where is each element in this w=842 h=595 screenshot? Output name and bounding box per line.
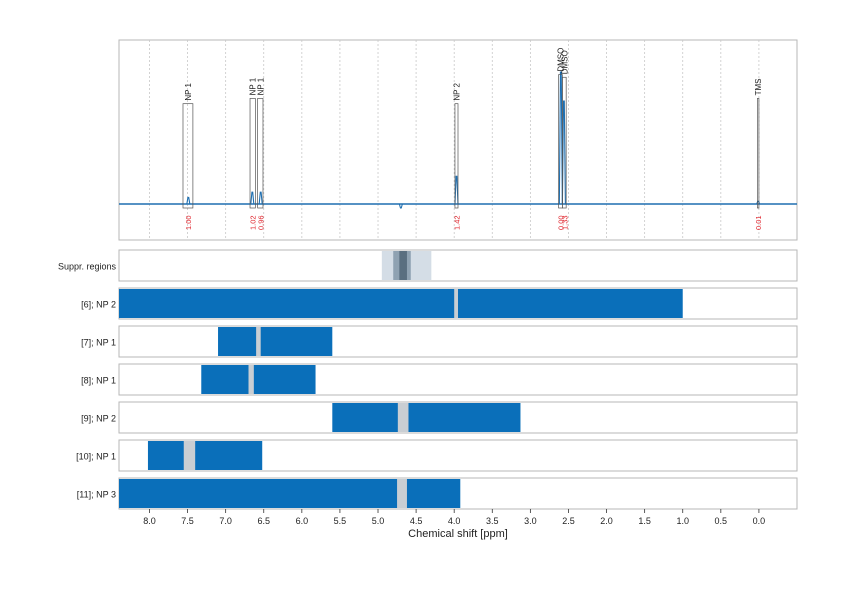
peak-annotation-box — [757, 98, 760, 209]
peak-annotation-box — [249, 98, 256, 209]
integration-bar — [147, 441, 263, 470]
integration-gap — [183, 441, 196, 470]
spectrum-peak — [398, 203, 403, 209]
peak-annotation-box — [562, 76, 567, 209]
integration-gap — [248, 365, 254, 394]
x-tick-label: 2.5 — [562, 516, 575, 526]
spectrum-panel: NP 1 1.00 NP 1 1.02 NP 1 0.96 NP 2 1.42 DMSO 0.00… — [118, 39, 798, 241]
integral-value: 1.33 — [560, 215, 569, 230]
x-tick-label: 0.0 — [753, 516, 766, 526]
peak-annotation-box — [182, 103, 194, 209]
integral-value: 1.42 — [452, 215, 461, 230]
integration-bar — [119, 479, 461, 508]
suppression-row-frame — [118, 249, 798, 282]
x-tick-label: 7.5 — [181, 516, 194, 526]
x-tick-label: 3.5 — [486, 516, 499, 526]
spectrum-peak — [561, 100, 566, 205]
integration-gap — [397, 479, 407, 508]
x-axis: 8.0 7.5 7.0 6.5 6.0 5.5 5.0 4.5 4.0 3.5 3.0 2.5 2.0 1… — [143, 509, 765, 526]
x-tick-label: 6.0 — [296, 516, 309, 526]
peak-annotation-label: TMS — [754, 79, 763, 96]
peak-annotation-label: NP 1 — [184, 82, 193, 100]
integration-row-label: [8]; NP 1 — [81, 376, 116, 386]
suppression-region — [399, 251, 407, 280]
peak-annotation-label: NP 1 — [249, 77, 258, 95]
spectrum-peak — [558, 71, 563, 205]
x-axis-label: Chemical shift [ppm] — [408, 528, 508, 540]
spectrum-peak — [250, 191, 255, 205]
integral-value: 1.00 — [184, 215, 193, 230]
integration-row-label: [6]; NP 2 — [81, 300, 116, 310]
integral-value: 0.96 — [256, 215, 265, 230]
peak-annotation-label: NP 2 — [452, 82, 461, 100]
integration-row-label: [11]; NP 3 — [77, 490, 116, 500]
integration-row-label: [7]; NP 1 — [81, 338, 116, 348]
suppression-row-label: Suppr. regions — [58, 262, 117, 272]
integration-row-label: [9]; NP 2 — [81, 414, 116, 424]
integral-value: 0.00 — [556, 215, 565, 230]
x-tick-label: 5.5 — [334, 516, 347, 526]
x-tick-label: 4.5 — [410, 516, 423, 526]
integration-gap — [256, 327, 261, 356]
integration-gap — [397, 403, 409, 432]
peak-annotation-label: DMSO — [560, 50, 569, 74]
x-tick-label: 6.5 — [257, 516, 270, 526]
integration-gap — [454, 289, 458, 318]
integral-value: 1.02 — [249, 215, 258, 230]
integration-bar — [201, 365, 316, 394]
x-tick-label: 5.0 — [372, 516, 385, 526]
x-tick-label: 1.0 — [676, 516, 689, 526]
integration-bar — [332, 403, 521, 432]
peak-annotation-label: DMSO — [556, 48, 565, 72]
peak-annotation-label: NP 1 — [256, 77, 265, 95]
peak-annotation-box — [454, 103, 459, 209]
x-tick-label: 1.5 — [638, 516, 651, 526]
x-tick-label: 3.0 — [524, 516, 537, 526]
x-tick-label: 7.0 — [219, 516, 232, 526]
integration-bar — [218, 327, 333, 356]
band-panels: Suppr. regions [6]; NP 2 [7]; NP 1 [8]; NP … — [58, 249, 798, 510]
integration-row-label: [10]; NP 1 — [76, 452, 116, 462]
x-tick-label: 8.0 — [143, 516, 156, 526]
integration-bar — [119, 289, 683, 318]
spectrum-peak — [454, 175, 459, 205]
spectrum-peak — [186, 196, 191, 205]
x-tick-label: 4.0 — [448, 516, 461, 526]
x-tick-label: 2.0 — [600, 516, 613, 526]
integral-value: 0.01 — [754, 215, 763, 230]
spectrum-peak — [258, 191, 263, 205]
peak-annotation-box — [257, 98, 264, 209]
x-tick-label: 0.5 — [715, 516, 728, 526]
